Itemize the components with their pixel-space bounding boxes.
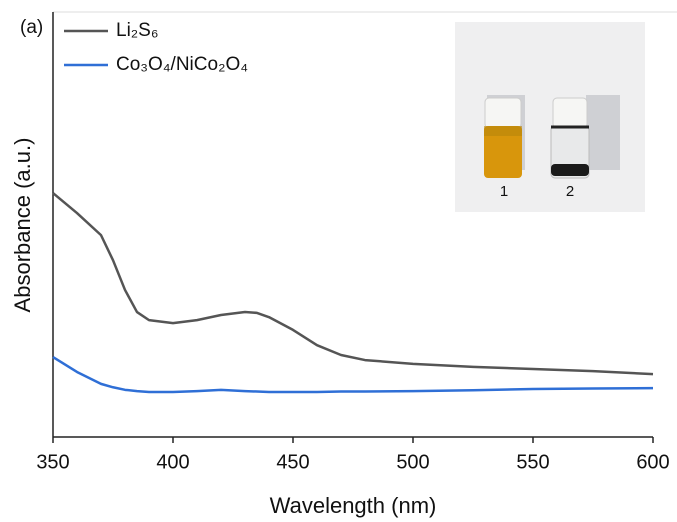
x-tick-label: 550: [516, 451, 549, 473]
vial-sediment: [551, 164, 589, 176]
x-axis-label: Wavelength (nm): [270, 493, 437, 518]
inset-label: 1: [500, 183, 508, 200]
vial-cap: [553, 98, 587, 128]
x-tick-label: 500: [396, 451, 429, 473]
y-axis-label: Absorbance (a.u.): [10, 138, 35, 313]
vial-top: [484, 126, 522, 136]
inset-label: 2: [566, 183, 574, 200]
x-tick-label: 400: [156, 451, 189, 473]
x-tick-label: 350: [36, 451, 69, 473]
x-tick-label: 450: [276, 451, 309, 473]
panel-label: (a): [20, 17, 43, 38]
legend-label: Li₂S₆: [116, 20, 159, 41]
inset-photo: 1 2: [455, 22, 645, 212]
x-tick-label: 600: [636, 451, 669, 473]
page: {"chart_data": {"type": "line", "panel_l…: [0, 0, 677, 522]
vial-cap: [485, 98, 521, 128]
series-line: [53, 193, 653, 374]
chart: (a) 1 2 Wavelength (nm) Absorbance (a.u.…: [0, 0, 677, 522]
legend-label: Co₃O₄/NiCo₂O₄: [116, 54, 248, 75]
series-line: [53, 357, 653, 392]
inset-shadow: [586, 95, 620, 170]
